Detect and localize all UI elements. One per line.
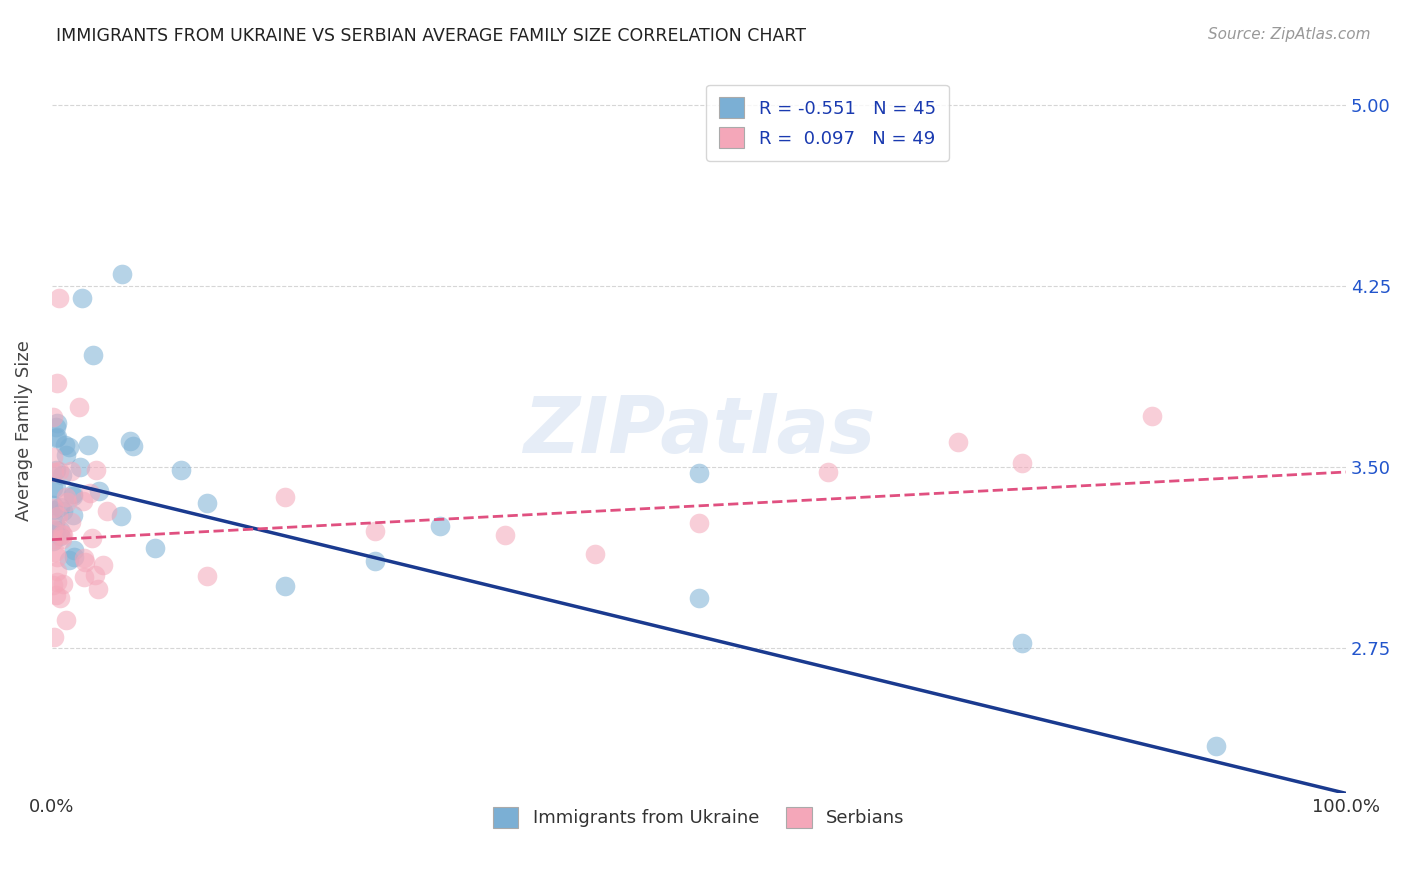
Point bbox=[69, 460, 91, 475]
Point bbox=[946, 434, 969, 449]
Point bbox=[688, 467, 710, 481]
Point bbox=[46, 416, 69, 430]
Point bbox=[51, 528, 73, 542]
Point bbox=[55, 448, 77, 462]
Point bbox=[60, 515, 83, 529]
Point bbox=[583, 547, 606, 561]
Point bbox=[195, 495, 218, 509]
Point bbox=[73, 555, 96, 569]
Point bbox=[42, 630, 65, 644]
Point bbox=[62, 542, 84, 557]
Point bbox=[364, 554, 387, 568]
Point bbox=[58, 440, 80, 454]
Point bbox=[58, 553, 80, 567]
Point bbox=[76, 438, 98, 452]
Point bbox=[48, 291, 70, 305]
Point bbox=[84, 567, 107, 582]
Point bbox=[273, 491, 295, 505]
Point bbox=[1011, 457, 1033, 471]
Point bbox=[73, 570, 96, 584]
Point bbox=[122, 439, 145, 453]
Point bbox=[52, 504, 75, 518]
Text: IMMIGRANTS FROM UKRAINE VS SERBIAN AVERAGE FAMILY SIZE CORRELATION CHART: IMMIGRANTS FROM UKRAINE VS SERBIAN AVERA… bbox=[56, 27, 806, 45]
Point bbox=[110, 508, 132, 523]
Point bbox=[44, 516, 66, 530]
Point bbox=[1205, 739, 1227, 753]
Point bbox=[45, 574, 67, 589]
Point bbox=[48, 464, 70, 478]
Point bbox=[45, 588, 67, 602]
Point bbox=[82, 348, 104, 362]
Point bbox=[62, 550, 84, 565]
Point bbox=[42, 481, 65, 495]
Point bbox=[143, 541, 166, 555]
Point bbox=[170, 463, 193, 477]
Point bbox=[429, 519, 451, 533]
Y-axis label: Average Family Size: Average Family Size bbox=[15, 341, 32, 521]
Point bbox=[56, 494, 79, 508]
Point bbox=[67, 400, 90, 414]
Point bbox=[51, 527, 73, 541]
Point bbox=[688, 516, 710, 530]
Point bbox=[364, 524, 387, 538]
Point bbox=[111, 267, 134, 281]
Point bbox=[49, 529, 72, 543]
Point bbox=[45, 523, 67, 537]
Point bbox=[42, 409, 65, 424]
Point bbox=[60, 464, 83, 478]
Point bbox=[87, 483, 110, 498]
Point bbox=[1011, 635, 1033, 649]
Legend: Immigrants from Ukraine, Serbians: Immigrants from Ukraine, Serbians bbox=[486, 800, 911, 835]
Point bbox=[51, 468, 73, 483]
Point bbox=[45, 420, 67, 434]
Point bbox=[87, 582, 110, 596]
Point bbox=[62, 489, 84, 503]
Point bbox=[52, 576, 75, 591]
Point bbox=[44, 545, 66, 559]
Point bbox=[46, 376, 69, 390]
Point bbox=[273, 579, 295, 593]
Point bbox=[53, 438, 76, 452]
Point bbox=[45, 564, 67, 578]
Point bbox=[42, 522, 65, 536]
Point bbox=[49, 523, 72, 537]
Text: ZIPatlas: ZIPatlas bbox=[523, 393, 875, 469]
Point bbox=[45, 550, 67, 565]
Point bbox=[79, 486, 101, 500]
Point bbox=[55, 490, 77, 504]
Point bbox=[494, 527, 516, 541]
Point bbox=[72, 494, 94, 508]
Point bbox=[55, 613, 77, 627]
Point bbox=[195, 568, 218, 582]
Point bbox=[62, 508, 84, 522]
Point bbox=[42, 533, 65, 548]
Point bbox=[80, 531, 103, 545]
Point bbox=[91, 558, 114, 572]
Text: Source: ZipAtlas.com: Source: ZipAtlas.com bbox=[1208, 27, 1371, 42]
Point bbox=[42, 578, 65, 592]
Point bbox=[45, 463, 67, 477]
Point bbox=[48, 591, 70, 606]
Point bbox=[42, 465, 65, 479]
Point bbox=[44, 501, 66, 516]
Point bbox=[72, 291, 94, 305]
Point bbox=[688, 591, 710, 605]
Point bbox=[84, 463, 107, 477]
Point bbox=[49, 500, 72, 515]
Point bbox=[45, 430, 67, 444]
Point bbox=[73, 551, 96, 566]
Point bbox=[120, 434, 142, 449]
Point bbox=[42, 450, 65, 464]
Point bbox=[42, 502, 65, 516]
Point bbox=[45, 481, 67, 495]
Point bbox=[42, 533, 65, 547]
Point bbox=[62, 487, 84, 501]
Point bbox=[42, 499, 65, 513]
Point bbox=[817, 465, 839, 479]
Point bbox=[51, 532, 73, 546]
Point bbox=[1140, 409, 1163, 424]
Point bbox=[45, 431, 67, 445]
Point bbox=[96, 504, 118, 518]
Point bbox=[48, 509, 70, 524]
